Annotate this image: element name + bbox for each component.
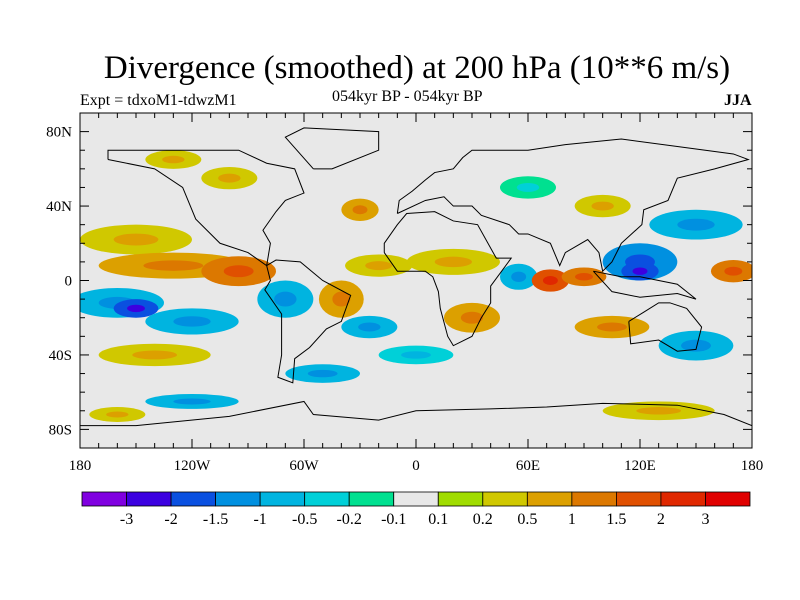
colorbar-swatch	[571, 491, 617, 507]
divergence-core	[307, 369, 338, 378]
x-tick-label: 0	[412, 458, 420, 474]
divergence-core	[173, 316, 211, 327]
colorbar-swatch	[304, 491, 350, 507]
y-tick-label: 40N	[46, 199, 72, 215]
divergence-core	[218, 173, 241, 183]
divergence-core	[401, 351, 431, 359]
colorbar-label: -0.2	[337, 511, 362, 528]
x-tick-label: 60W	[289, 458, 319, 474]
coastline	[284, 127, 380, 170]
y-tick-label: 40S	[49, 348, 72, 364]
colorbar-swatch	[660, 491, 706, 507]
divergence-core	[143, 260, 204, 271]
divergence-core	[591, 201, 614, 211]
season-label: JJA	[724, 92, 752, 109]
chart-title: Divergence (smoothed) at 200 hPa (10**6 …	[103, 50, 731, 86]
colorbar-label: -3	[120, 511, 133, 528]
divergence-core	[106, 411, 129, 418]
y-tick-label: 80S	[49, 422, 72, 438]
colorbar-swatch	[393, 491, 439, 507]
colorbar-swatch	[259, 491, 306, 507]
divergence-core	[516, 182, 540, 192]
colorbar-label: 3	[701, 511, 709, 528]
colorbar-swatch	[348, 491, 395, 507]
x-tick-label: 180	[741, 458, 764, 474]
colorbar-label: 0.1	[428, 511, 448, 528]
colorbar-label: 1	[568, 511, 576, 528]
colorbar-label: -2	[164, 511, 177, 528]
divergence-core	[113, 233, 159, 246]
divergence-core	[127, 304, 145, 313]
x-tick-label: 120E	[624, 458, 656, 474]
coastline	[107, 149, 305, 267]
colorbar-swatch	[526, 491, 573, 507]
divergence-core	[352, 205, 368, 215]
colorbar-swatch	[705, 491, 751, 507]
divergence-core	[434, 256, 473, 268]
experiment-label: Expt = tdxoM1-tdwzM1	[80, 92, 237, 109]
colorbar-label: 0.2	[473, 511, 493, 528]
colorbar-swatch	[437, 491, 484, 507]
divergence-core	[597, 322, 627, 332]
divergence-core	[636, 407, 682, 415]
divergence-core	[724, 266, 743, 276]
colorbar-swatch	[616, 491, 662, 507]
divergence-core	[162, 155, 185, 164]
colorbar-label: -0.1	[381, 511, 406, 528]
coastline	[628, 302, 703, 352]
colorbar-swatch	[126, 491, 172, 507]
x-tick-label: 180	[69, 458, 92, 474]
y-tick-label: 80N	[46, 125, 72, 141]
divergence-core	[274, 291, 297, 307]
colorbar-label: -0.5	[292, 511, 317, 528]
period-subtitle: 054kyr BP - 054kyr BP	[332, 88, 483, 105]
colorbar-label: -1	[253, 511, 266, 528]
colorbar-label: 0.5	[517, 511, 537, 528]
divergence-core	[681, 339, 711, 352]
field-layer	[80, 127, 752, 427]
coastline	[396, 138, 750, 273]
x-tick-label: 120W	[174, 458, 212, 474]
divergence-core	[542, 276, 558, 285]
y-tick-label: 0	[65, 274, 73, 290]
colorbar-swatch	[482, 491, 528, 507]
divergence-core	[223, 265, 254, 278]
divergence-core	[365, 261, 393, 271]
colorbar-label: 2	[657, 511, 665, 528]
divergence-core	[173, 398, 211, 405]
colorbar-label: -1.5	[203, 511, 228, 528]
coastline	[383, 211, 513, 347]
divergence-core	[677, 218, 715, 231]
colorbar-swatch	[170, 491, 216, 507]
divergence-core	[511, 271, 527, 282]
colorbar-swatch	[215, 491, 261, 507]
divergence-core	[132, 350, 178, 360]
colorbar-swatch	[81, 491, 127, 507]
divergence-core	[632, 267, 648, 275]
coastline	[592, 270, 697, 300]
divergence-core	[460, 311, 484, 324]
x-tick-label: 60E	[516, 458, 540, 474]
coastline	[264, 259, 352, 384]
colorbar-label: 1.5	[606, 511, 626, 528]
divergence-core	[575, 273, 593, 281]
divergence-core	[332, 291, 351, 307]
divergence-core	[358, 322, 381, 332]
coastline	[80, 400, 752, 427]
